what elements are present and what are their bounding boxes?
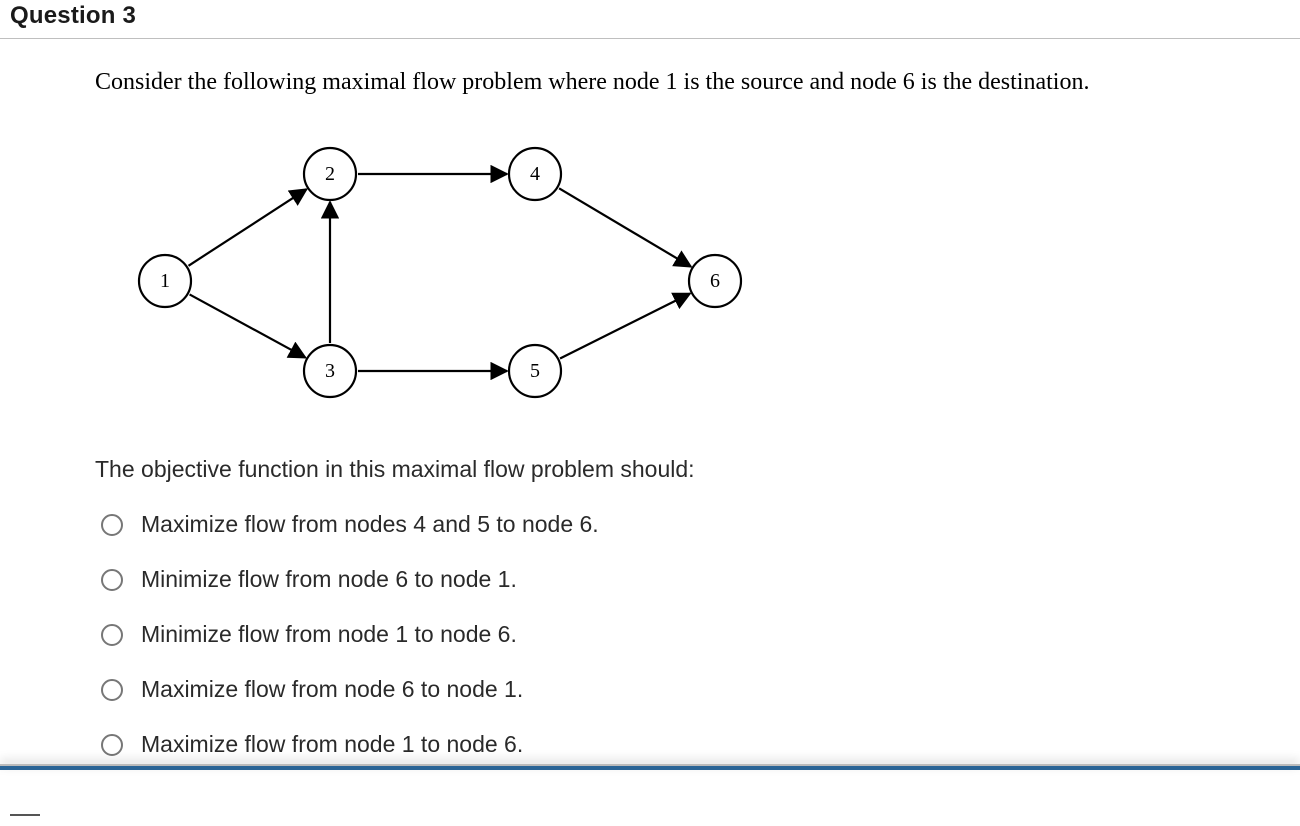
option-label: Maximize flow from nodes 4 and 5 to node… [141,511,599,538]
radio-icon[interactable] [101,679,123,701]
question-header: Question 3 [0,0,1300,39]
radio-icon[interactable] [101,734,123,756]
radio-icon[interactable] [101,624,123,646]
option-label: Minimize flow from node 1 to node 6. [141,621,517,648]
objective-prompt: The objective function in this maximal f… [95,456,1270,483]
bottom-accent-bar [0,764,1300,770]
edge-5-6 [560,294,690,359]
option-row[interactable]: Maximize flow from nodes 4 and 5 to node… [101,511,1270,538]
question-page: Question 3 Consider the following maxima… [0,0,1300,758]
node-label: 5 [530,360,540,382]
node-1: 1 [139,255,191,307]
edge-1-2 [188,189,306,266]
node-4: 4 [509,148,561,200]
radio-icon[interactable] [101,514,123,536]
options-list: Maximize flow from nodes 4 and 5 to node… [101,511,1270,758]
question-content: Consider the following maximal flow prob… [0,39,1300,758]
node-5: 5 [509,345,561,397]
node-label: 3 [325,360,335,382]
question-prompt: Consider the following maximal flow prob… [95,69,1270,96]
option-label: Minimize flow from node 6 to node 1. [141,566,517,593]
edge-4-6 [559,188,691,266]
node-label: 2 [325,163,335,185]
node-2: 2 [304,148,356,200]
option-row[interactable]: Minimize flow from node 6 to node 1. [101,566,1270,593]
node-6: 6 [689,255,741,307]
flow-network-diagram: 1 2 3 4 5 6 [95,126,1270,416]
edge-1-3 [190,294,306,357]
option-row[interactable]: Maximize flow from node 6 to node 1. [101,676,1270,703]
node-label: 6 [710,270,720,292]
node-label: 4 [530,163,540,185]
network-svg: 1 2 3 4 5 6 [95,126,755,416]
option-row[interactable]: Maximize flow from node 1 to node 6. [101,731,1270,758]
node-label: 1 [160,270,170,292]
option-label: Maximize flow from node 1 to node 6. [141,731,523,758]
radio-icon[interactable] [101,569,123,591]
option-row[interactable]: Minimize flow from node 1 to node 6. [101,621,1270,648]
node-3: 3 [304,345,356,397]
option-label: Maximize flow from node 6 to node 1. [141,676,523,703]
footer-tick [10,814,40,816]
